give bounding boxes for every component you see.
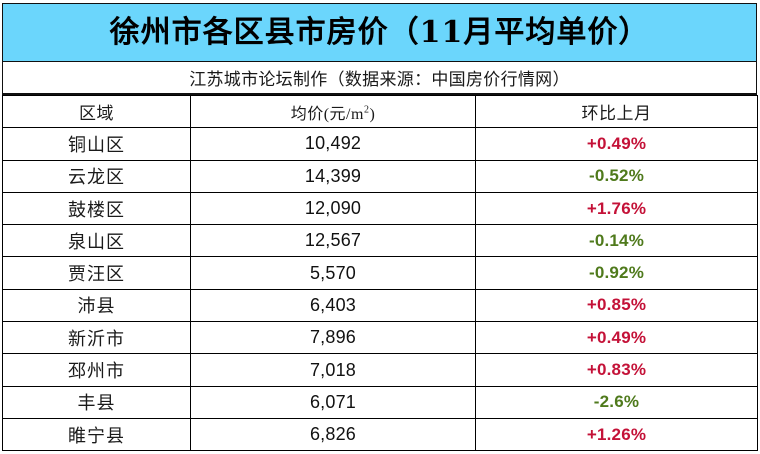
cell-month-over-month-change: -0.92%: [475, 256, 758, 290]
cell-average-price: 6,403: [190, 288, 476, 323]
housing-price-table: 区域 均价(元/m2) 环比上月 铜山区 10,492 +0.49% 云龙区 14,39…: [2, 94, 758, 452]
table-row: 丰县 6,071 -2.6%: [2, 385, 758, 419]
page-title: 徐州市各区县市房价（11月平均单价）: [109, 14, 650, 50]
table-row: 鼓楼区 12,090 +1.76%: [2, 191, 758, 226]
cell-average-price: 14,399: [190, 159, 476, 193]
cell-month-over-month-change: +0.83%: [475, 353, 758, 387]
table-row: 新沂市 7,896 +0.49%: [2, 321, 758, 355]
cell-month-over-month-change: -0.14%: [475, 224, 758, 258]
column-header-change: 环比上月: [475, 94, 758, 129]
cell-region: 鼓楼区: [2, 191, 191, 226]
table-row: 贾汪区 5,570 -0.92%: [2, 256, 758, 290]
cell-region: 贾汪区: [2, 256, 191, 290]
column-header-price: 均价(元/m2): [190, 94, 476, 129]
cell-average-price: 7,896: [190, 321, 476, 355]
subtitle-source: 江苏城市论坛制作（数据来源：中国房价行情网）: [189, 70, 570, 89]
column-header-price-suffix: ): [369, 105, 376, 123]
table-row: 泉山区 12,567 -0.14%: [2, 224, 758, 258]
table-body: 铜山区 10,492 +0.49% 云龙区 14,399 -0.52% 鼓楼区 12,090 +…: [2, 127, 758, 452]
cell-region: 云龙区: [2, 159, 191, 193]
cell-region: 丰县: [2, 385, 191, 419]
cell-region: 新沂市: [2, 321, 191, 355]
column-header-price-text: 均价(元/m: [290, 105, 364, 123]
cell-month-over-month-change: -2.6%: [475, 385, 758, 419]
column-header-region: 区域: [2, 94, 191, 129]
cell-region: 睢宁县: [2, 417, 191, 452]
cell-average-price: 6,826: [190, 417, 476, 452]
table-header: 区域 均价(元/m2) 环比上月: [2, 94, 758, 129]
subtitle-row: 江苏城市论坛制作（数据来源：中国房价行情网）: [2, 62, 757, 95]
table-row: 沛县 6,403 +0.85%: [2, 288, 758, 323]
table-header-row: 区域 均价(元/m2) 环比上月: [2, 94, 758, 129]
column-header-price-superscript: 2: [363, 104, 370, 116]
column-header-region-label: 区域: [79, 104, 114, 124]
cell-region: 铜山区: [2, 127, 191, 161]
cell-average-price: 5,570: [190, 256, 476, 290]
cell-month-over-month-change: +1.76%: [475, 191, 758, 226]
cell-month-over-month-change: -0.52%: [475, 159, 758, 193]
table-row: 睢宁县 6,826 +1.26%: [2, 417, 758, 452]
page-title-banner: 徐州市各区县市房价（11月平均单价）: [2, 3, 757, 62]
cell-region: 泉山区: [2, 224, 191, 258]
table-row: 云龙区 14,399 -0.52%: [2, 159, 758, 193]
table-row: 邳州市 7,018 +0.83%: [2, 353, 758, 387]
cell-month-over-month-change: +0.49%: [475, 127, 758, 161]
cell-average-price: 7,018: [190, 353, 476, 387]
cell-month-over-month-change: +0.49%: [475, 321, 758, 355]
column-header-change-label: 环比上月: [581, 104, 652, 124]
cell-region: 沛县: [2, 288, 191, 323]
cell-average-price: 12,090: [190, 191, 476, 226]
cell-average-price: 6,071: [190, 385, 476, 419]
column-header-price-label: 均价(元/m2): [290, 104, 376, 123]
cell-average-price: 12,567: [190, 224, 476, 258]
table-row: 铜山区 10,492 +0.49%: [2, 127, 758, 161]
cell-average-price: 10,492: [190, 127, 476, 161]
cell-month-over-month-change: +1.26%: [475, 417, 758, 452]
cell-month-over-month-change: +0.85%: [475, 288, 758, 323]
cell-region: 邳州市: [2, 353, 191, 387]
